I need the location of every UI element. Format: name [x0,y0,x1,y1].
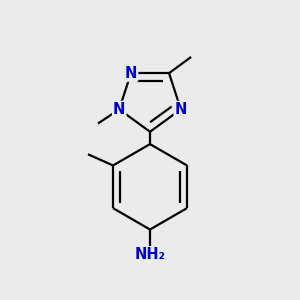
Text: N: N [125,66,137,81]
Text: N: N [113,102,125,117]
Text: NH₂: NH₂ [134,247,166,262]
Text: N: N [175,102,187,117]
